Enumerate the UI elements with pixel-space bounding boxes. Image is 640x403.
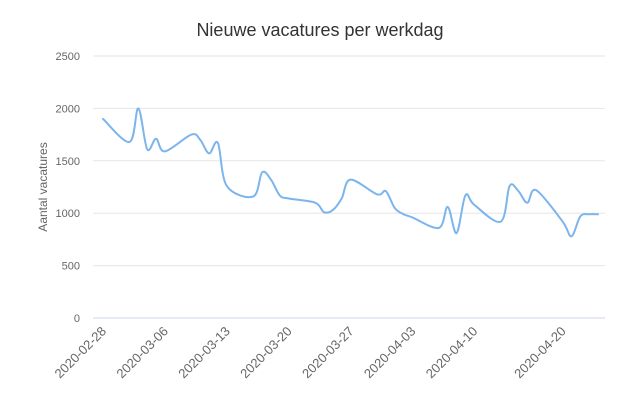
data-point xyxy=(286,196,292,202)
y-gridlines xyxy=(93,55,605,267)
data-point xyxy=(515,188,521,194)
x-tick-label: 2020-03-20 xyxy=(237,324,295,382)
x-tick-label: 2020-04-03 xyxy=(361,324,419,382)
chart-title: Nieuwe vacatures per werkdag xyxy=(196,20,443,40)
y-tick-label: 1500 xyxy=(56,156,80,168)
series-group xyxy=(100,105,601,239)
data-point xyxy=(268,177,274,183)
data-point xyxy=(374,191,380,197)
data-point xyxy=(586,211,592,217)
data-point xyxy=(144,146,150,152)
data-point xyxy=(445,204,451,210)
x-tick-label: 2020-03-06 xyxy=(113,324,171,382)
data-point xyxy=(498,219,504,225)
y-tick-label: 2000 xyxy=(56,103,80,115)
x-tick-label: 2020-04-20 xyxy=(511,324,569,382)
data-point xyxy=(100,116,106,122)
data-point xyxy=(507,183,513,189)
data-point xyxy=(454,230,460,236)
data-point xyxy=(330,207,336,213)
data-point xyxy=(568,233,574,239)
data-point xyxy=(533,187,539,193)
y-tick-label: 1000 xyxy=(56,208,80,220)
data-point xyxy=(135,105,141,111)
x-tick-label: 2020-03-27 xyxy=(299,324,357,382)
y-tick-label: 500 xyxy=(62,261,80,273)
data-point xyxy=(577,213,583,219)
data-point xyxy=(162,148,168,154)
x-tick-label: 2020-03-13 xyxy=(175,324,233,382)
data-point xyxy=(348,177,354,183)
data-point xyxy=(436,225,442,231)
x-tick-label: 2020-04-10 xyxy=(423,324,481,382)
y-tick-label: 2500 xyxy=(56,51,80,63)
data-point xyxy=(197,137,203,143)
data-point xyxy=(250,193,256,199)
data-point xyxy=(471,202,477,208)
y-tick-label: 0 xyxy=(74,313,80,325)
series-line xyxy=(102,107,599,238)
data-point xyxy=(392,205,398,211)
data-point xyxy=(215,140,221,146)
data-point xyxy=(259,169,265,175)
data-point xyxy=(321,209,327,215)
data-point xyxy=(383,188,389,194)
data-point xyxy=(339,196,345,202)
data-point xyxy=(401,211,407,217)
data-point xyxy=(524,200,530,206)
data-point xyxy=(206,150,212,156)
data-point xyxy=(409,214,415,220)
x-tick-label: 2020-02-28 xyxy=(51,324,109,382)
data-point xyxy=(560,219,566,225)
data-point xyxy=(462,192,468,198)
y-axis-title: Aantal vacatures xyxy=(36,142,50,231)
data-point xyxy=(153,136,159,142)
data-point xyxy=(224,183,230,189)
x-axis-ticks: 2020-02-28 2020-03-06 2020-03-13 2020-03-20… xyxy=(51,324,568,382)
data-point xyxy=(595,211,601,217)
data-point xyxy=(127,139,133,145)
data-point xyxy=(312,200,318,206)
data-point xyxy=(277,192,283,198)
y-axis-ticks: 0 500 1000 1500 2000 2500 xyxy=(56,51,80,325)
data-point xyxy=(188,132,194,138)
